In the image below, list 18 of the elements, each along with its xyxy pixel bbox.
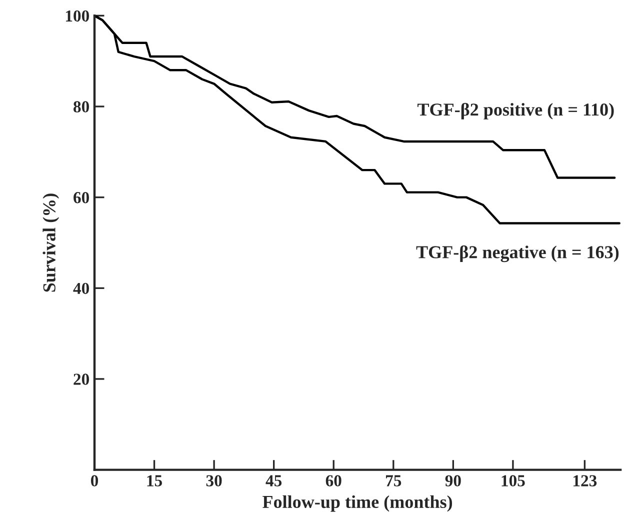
series-label: TGF-β2 positive (n = 110)	[418, 102, 614, 120]
y-tick-label: 60	[74, 192, 90, 204]
x-tick-label: 123	[574, 475, 597, 486]
x-axis-title: Follow-up time (months)	[262, 495, 452, 512]
x-tick-label: 75	[386, 475, 402, 486]
x-tick-label: 60	[326, 475, 342, 486]
x-tick-label: 15	[147, 475, 162, 486]
y-tick-label: 80	[74, 101, 90, 112]
y-axis-title: Survival (%)	[42, 194, 60, 292]
x-tick-label: 0	[90, 475, 98, 486]
x-tick-label: 30	[206, 475, 222, 486]
y-tick-label: 40	[73, 282, 90, 294]
y-tick-label: 100	[66, 10, 90, 22]
x-tick-label: 45	[266, 475, 282, 486]
y-tick-label: 20	[74, 374, 90, 385]
x-tick-label: 90	[445, 475, 461, 486]
series-label: TGF-β2 negative (n = 163)	[416, 245, 619, 262]
x-tick-label: 105	[502, 475, 525, 486]
